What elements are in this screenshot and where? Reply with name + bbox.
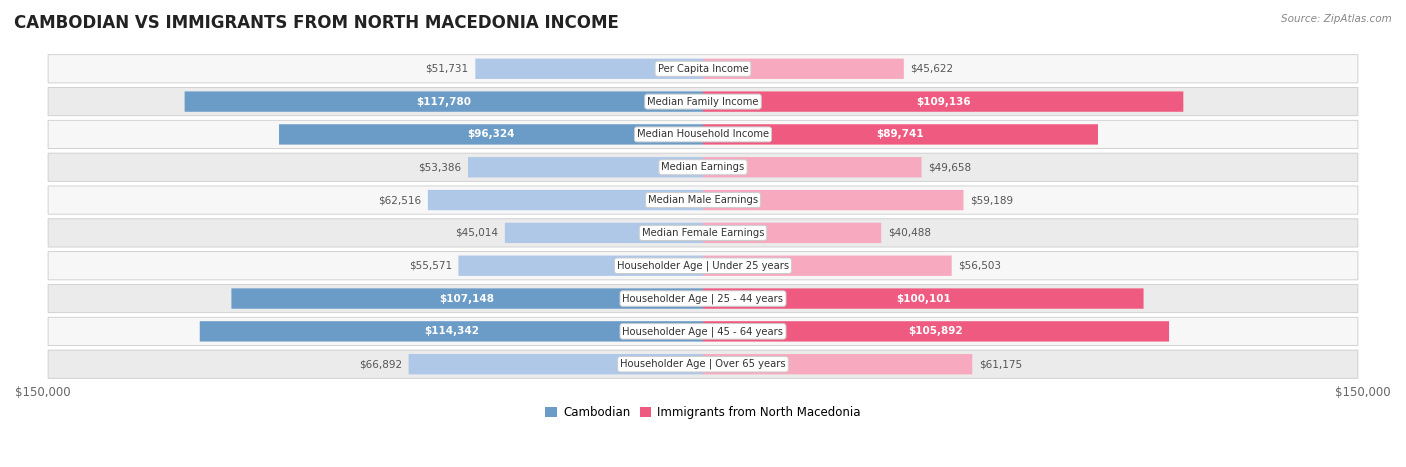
Text: CAMBODIAN VS IMMIGRANTS FROM NORTH MACEDONIA INCOME: CAMBODIAN VS IMMIGRANTS FROM NORTH MACED… [14,14,619,32]
FancyBboxPatch shape [48,317,1358,346]
FancyBboxPatch shape [703,190,963,210]
Text: Median Female Earnings: Median Female Earnings [641,228,765,238]
Text: $51,731: $51,731 [426,64,468,74]
FancyBboxPatch shape [409,354,703,375]
Text: Householder Age | Under 25 years: Householder Age | Under 25 years [617,261,789,271]
FancyBboxPatch shape [703,157,921,177]
Text: Median Family Income: Median Family Income [647,97,759,106]
Text: $105,892: $105,892 [908,326,963,336]
Text: Source: ZipAtlas.com: Source: ZipAtlas.com [1281,14,1392,24]
FancyBboxPatch shape [427,190,703,210]
Text: $107,148: $107,148 [440,294,495,304]
FancyBboxPatch shape [703,354,972,375]
FancyBboxPatch shape [48,219,1358,247]
Text: $45,014: $45,014 [456,228,498,238]
Text: $55,571: $55,571 [409,261,451,271]
Text: $59,189: $59,189 [970,195,1014,205]
FancyBboxPatch shape [468,157,703,177]
Text: Householder Age | 25 - 44 years: Householder Age | 25 - 44 years [623,293,783,304]
FancyBboxPatch shape [48,87,1358,116]
FancyBboxPatch shape [458,255,703,276]
FancyBboxPatch shape [48,120,1358,149]
Text: $100,101: $100,101 [896,294,950,304]
FancyBboxPatch shape [703,255,952,276]
FancyBboxPatch shape [703,321,1168,341]
FancyBboxPatch shape [703,223,882,243]
Text: $117,780: $117,780 [416,97,471,106]
FancyBboxPatch shape [200,321,703,341]
FancyBboxPatch shape [703,58,904,79]
Text: Per Capita Income: Per Capita Income [658,64,748,74]
Text: $40,488: $40,488 [887,228,931,238]
FancyBboxPatch shape [48,350,1358,378]
FancyBboxPatch shape [48,284,1358,313]
FancyBboxPatch shape [703,289,1143,309]
Text: $61,175: $61,175 [979,359,1022,369]
Text: $56,503: $56,503 [959,261,1001,271]
Text: $53,386: $53,386 [419,162,461,172]
Text: $114,342: $114,342 [423,326,479,336]
FancyBboxPatch shape [232,289,703,309]
Text: Householder Age | Over 65 years: Householder Age | Over 65 years [620,359,786,369]
FancyBboxPatch shape [48,153,1358,181]
FancyBboxPatch shape [475,58,703,79]
Text: Median Household Income: Median Household Income [637,129,769,140]
Text: $62,516: $62,516 [378,195,422,205]
Text: $66,892: $66,892 [359,359,402,369]
Text: $45,622: $45,622 [911,64,953,74]
Text: Householder Age | 45 - 64 years: Householder Age | 45 - 64 years [623,326,783,337]
Text: $89,741: $89,741 [877,129,924,140]
Text: Median Earnings: Median Earnings [661,162,745,172]
Text: $109,136: $109,136 [915,97,970,106]
FancyBboxPatch shape [48,186,1358,214]
Text: $49,658: $49,658 [928,162,972,172]
FancyBboxPatch shape [184,92,703,112]
FancyBboxPatch shape [505,223,703,243]
FancyBboxPatch shape [703,124,1098,145]
FancyBboxPatch shape [703,92,1184,112]
Legend: Cambodian, Immigrants from North Macedonia: Cambodian, Immigrants from North Macedon… [540,402,866,424]
FancyBboxPatch shape [48,55,1358,83]
Text: $96,324: $96,324 [467,129,515,140]
FancyBboxPatch shape [278,124,703,145]
Text: Median Male Earnings: Median Male Earnings [648,195,758,205]
FancyBboxPatch shape [48,252,1358,280]
